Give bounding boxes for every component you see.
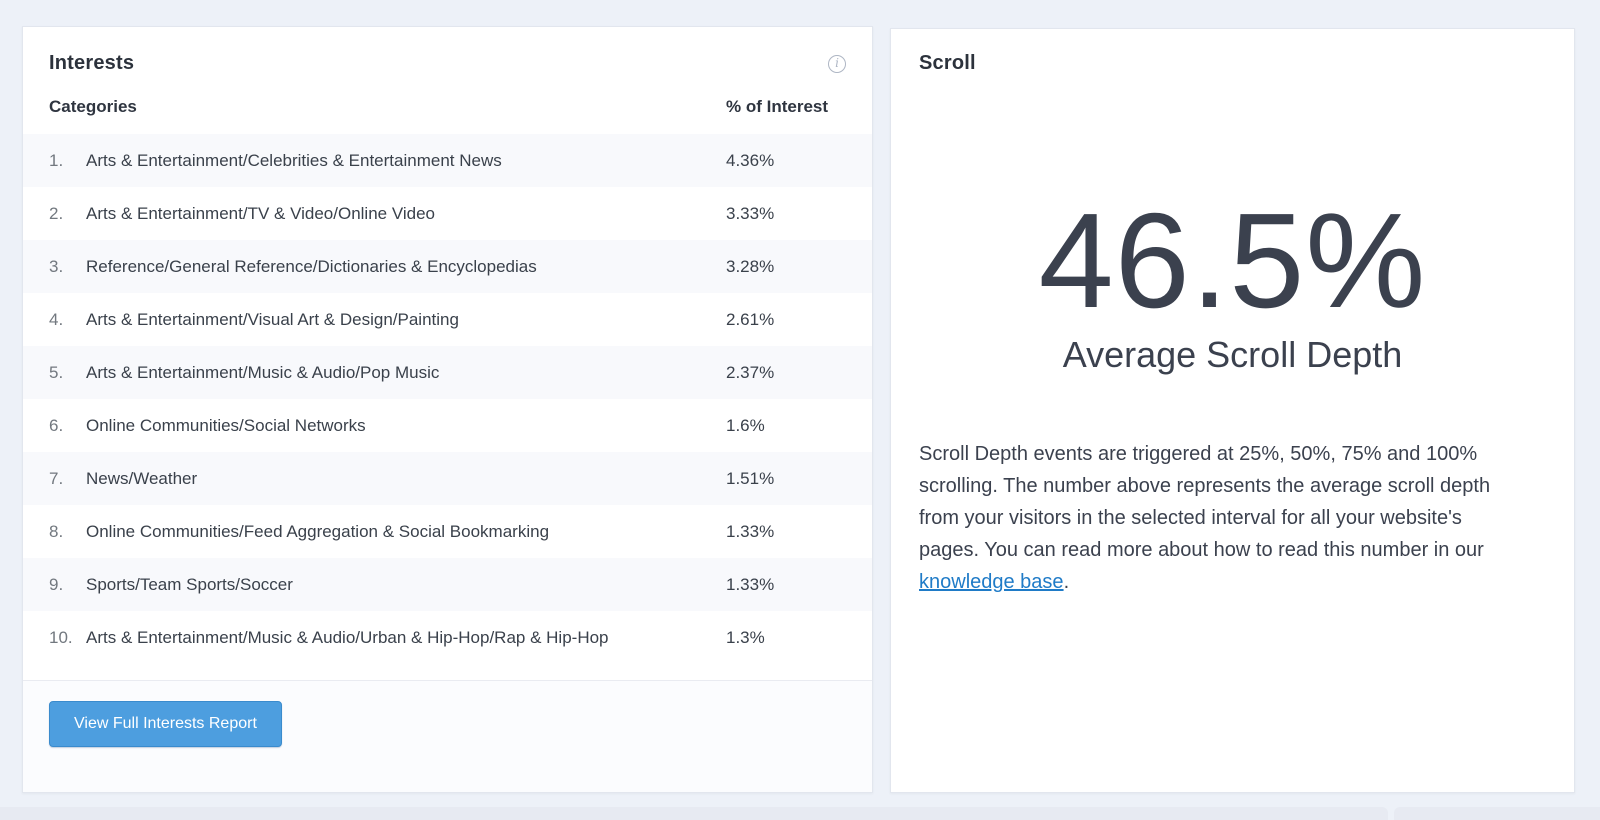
scroll-panel-header: Scroll [891,29,1574,75]
interests-table-rows: 1. Arts & Entertainment/Celebrities & En… [23,134,872,664]
description-text-before: Scroll Depth events are triggered at 25%… [919,443,1491,561]
table-row: 1. Arts & Entertainment/Celebrities & En… [23,134,872,187]
row-rank: 9. [49,574,64,594]
row-category: Arts & Entertainment/Celebrities & Enter… [86,150,502,170]
row-percent: 1.3% [726,627,765,647]
row-rank: 2. [49,203,64,223]
interests-title: Interests [49,52,135,74]
row-percent: 1.33% [726,574,775,594]
row-rank: 10. [49,627,73,647]
row-category: News/Weather [86,468,198,488]
interests-panel-header: Interests i [23,27,872,75]
row-rank: 3. [49,256,64,276]
row-category: Arts & Entertainment/Music & Audio/Urban… [86,627,609,647]
row-percent: 3.33% [726,203,775,223]
table-row: 10. Arts & Entertainment/Music & Audio/U… [23,611,872,664]
row-rank: 7. [49,468,64,488]
table-row: 4. Arts & Entertainment/Visual Art & Des… [23,293,872,346]
row-rank: 5. [49,362,64,382]
table-row: 6. Online Communities/Social Networks 1.… [23,399,872,452]
row-rank: 8. [49,521,64,541]
table-row: 3. Reference/General Reference/Dictionar… [23,240,872,293]
next-row-card-top-left [0,807,1388,820]
row-category: Reference/General Reference/Dictionaries… [86,256,537,276]
scroll-depth-description: Scroll Depth events are triggered at 25%… [919,438,1519,598]
row-percent: 1.6% [726,415,765,435]
average-scroll-depth-value: 46.5% [1038,185,1427,336]
row-rank: 1. [49,150,64,170]
description-text-after: . [1063,571,1070,593]
interests-panel-footer: View Full Interests Report [23,680,872,792]
row-category: Online Communities/Social Networks [86,415,366,435]
table-row: 2. Arts & Entertainment/TV & Video/Onlin… [23,187,872,240]
row-percent: 4.36% [726,150,775,170]
interests-panel: Interests i Categories % of Interest 1. … [22,26,873,793]
table-row: 5. Arts & Entertainment/Music & Audio/Po… [23,346,872,399]
row-percent: 3.28% [726,256,775,276]
table-row: 8. Online Communities/Feed Aggregation &… [23,505,872,558]
row-percent: 2.37% [726,362,775,382]
row-percent: 2.61% [726,309,775,329]
row-percent: 1.33% [726,521,775,541]
row-rank: 4. [49,309,64,329]
next-row-card-top-right [1394,807,1600,820]
row-category: Online Communities/Feed Aggregation & So… [86,521,550,541]
scroll-title: Scroll [919,52,976,74]
info-icon[interactable]: i [828,54,846,73]
column-header-categories: Categories [49,97,137,116]
column-header-percent: % of Interest [726,97,829,116]
average-scroll-depth-label: Average Scroll Depth [1062,334,1403,375]
row-category: Arts & Entertainment/TV & Video/Online V… [86,203,436,223]
row-category: Arts & Entertainment/Music & Audio/Pop M… [86,362,440,382]
row-rank: 6. [49,415,64,435]
table-row: 9. Sports/Team Sports/Soccer 1.33% [23,558,872,611]
scroll-depth-metric: 46.5% Average Scroll Depth [891,193,1574,376]
row-category: Sports/Team Sports/Soccer [86,574,293,594]
table-row: 7. News/Weather 1.51% [23,452,872,505]
scroll-panel: Scroll 46.5% Average Scroll Depth Scroll… [890,28,1575,793]
knowledge-base-link[interactable]: knowledge base [919,571,1064,593]
row-category: Arts & Entertainment/Visual Art & Design… [86,309,459,329]
view-full-interests-report-button[interactable]: View Full Interests Report [49,701,282,747]
row-percent: 1.51% [726,468,775,488]
interests-table-header: Categories % of Interest [23,75,872,134]
